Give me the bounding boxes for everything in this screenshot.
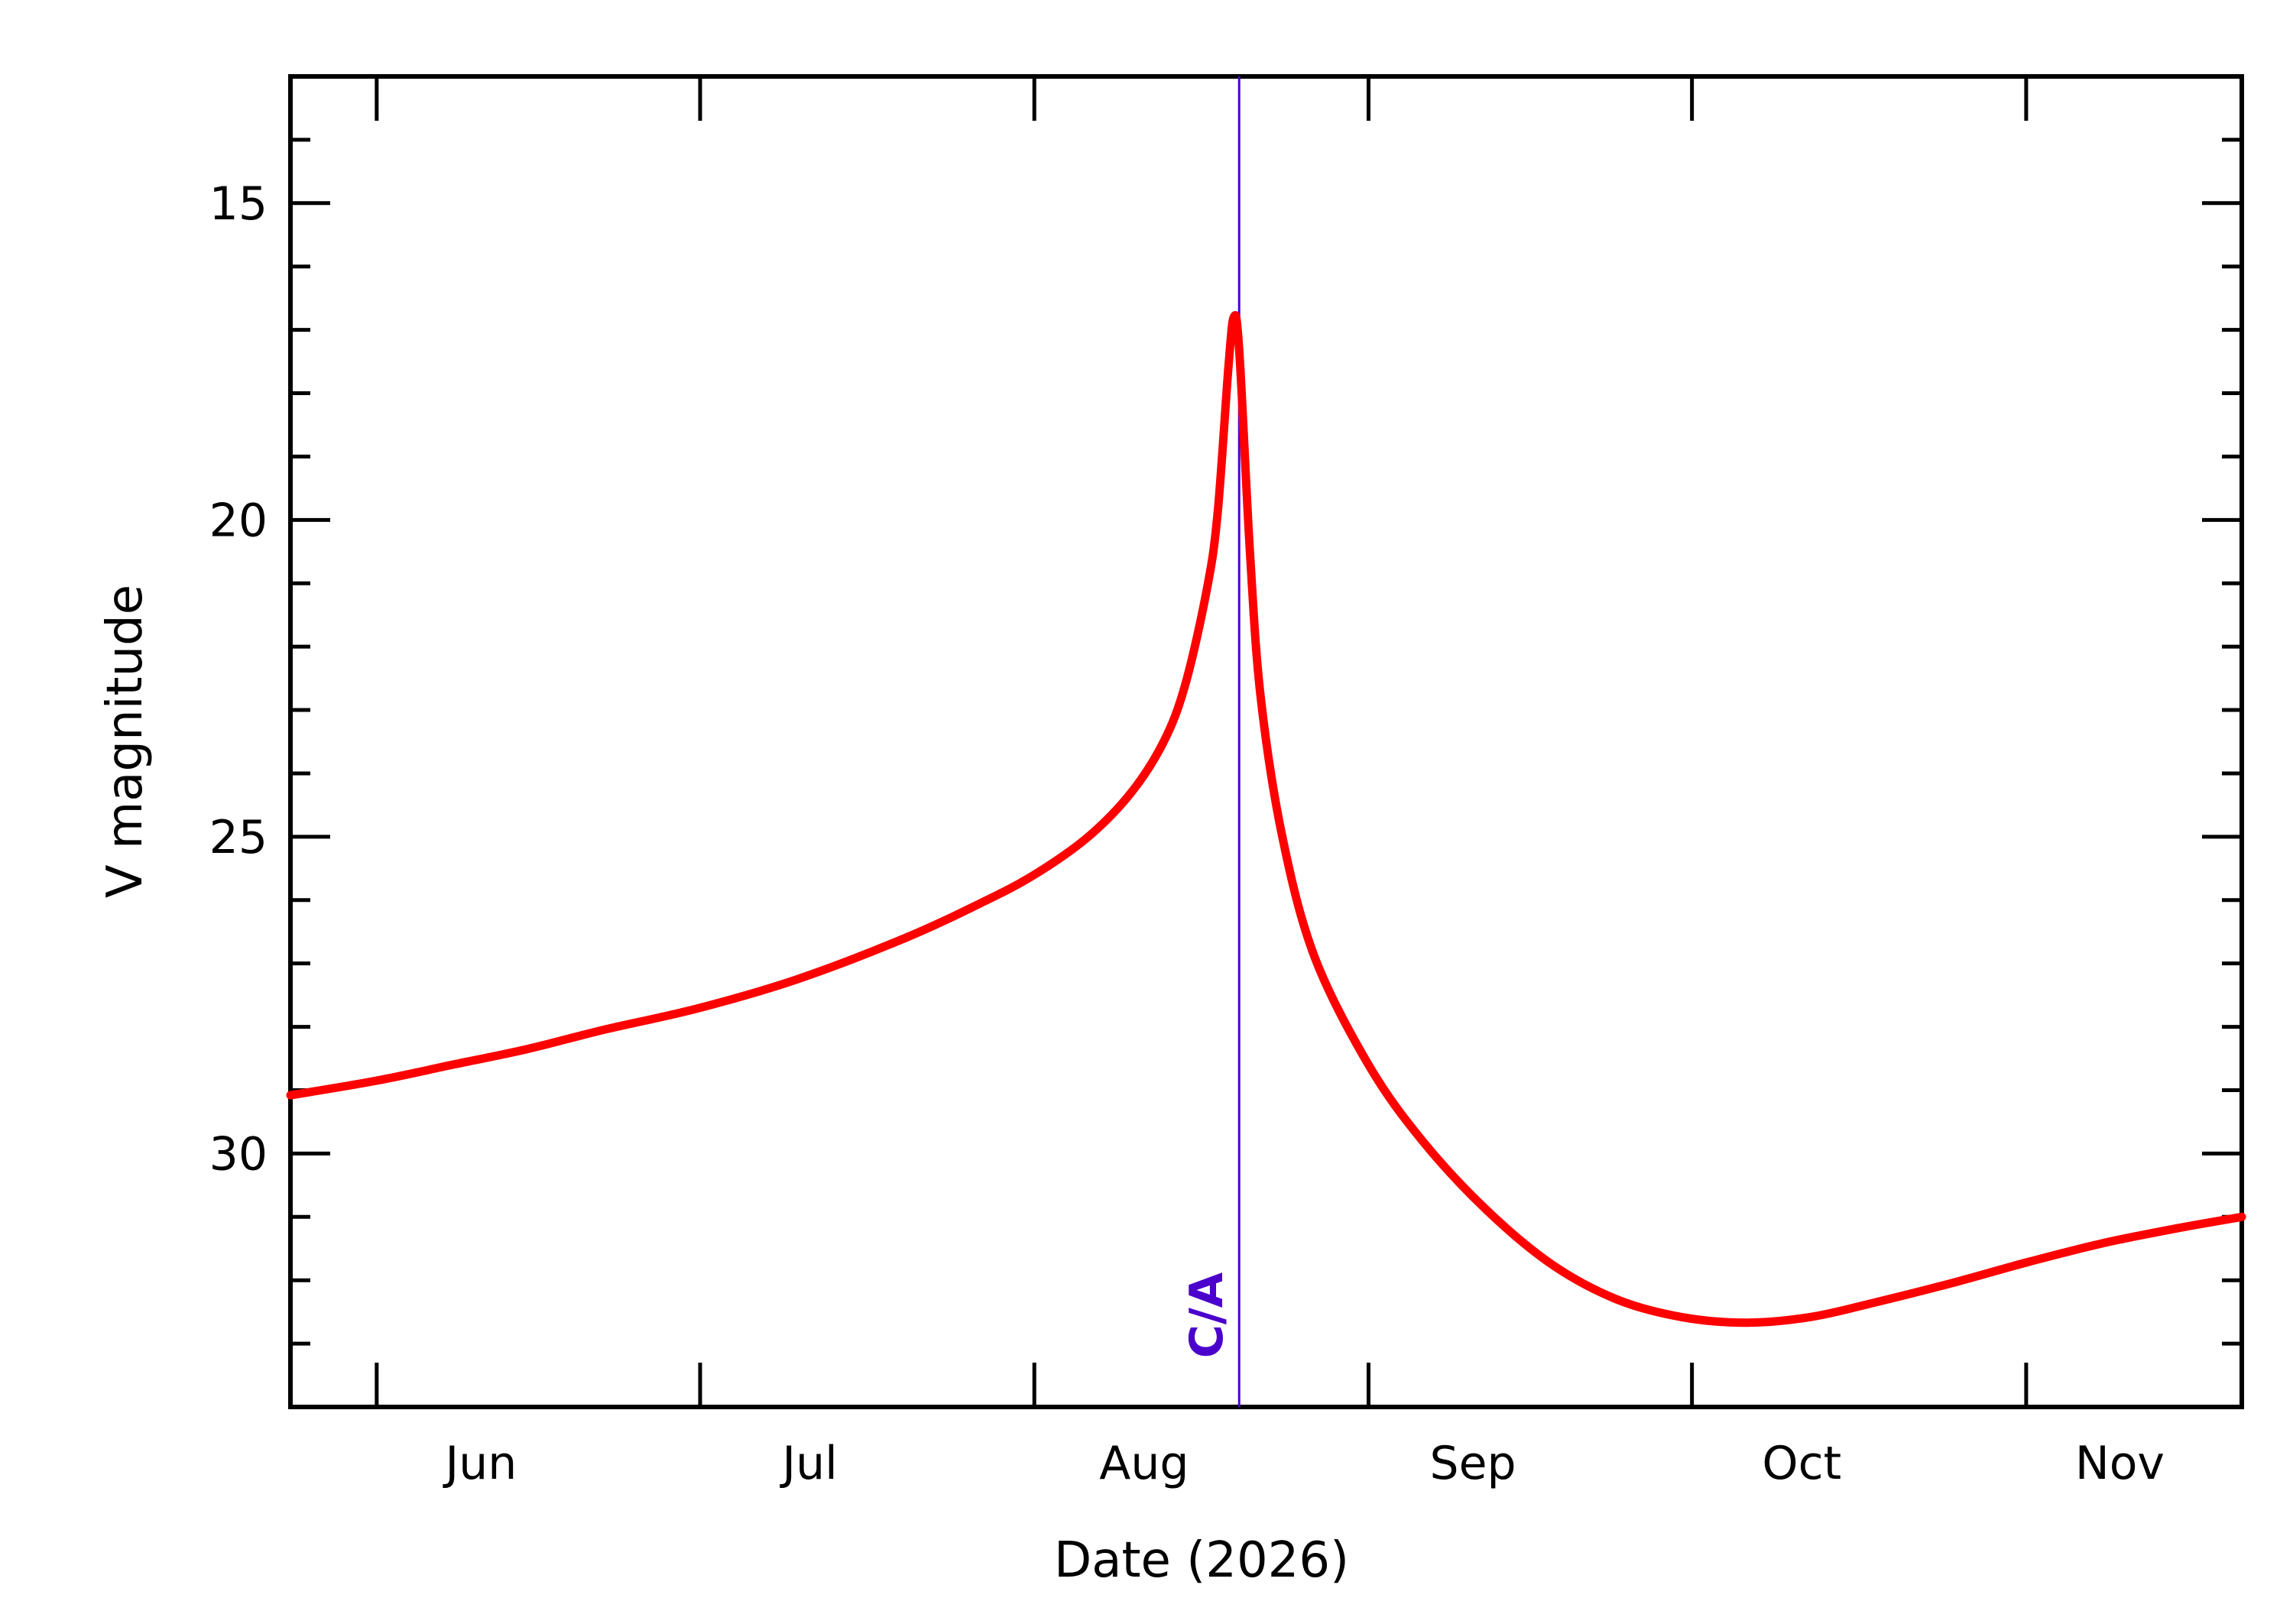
x-tick-label: Jul bbox=[779, 1437, 837, 1490]
x-tick-label: Jun bbox=[443, 1437, 517, 1490]
ca-label: C/A bbox=[1180, 1272, 1234, 1358]
y-tick-label: 20 bbox=[209, 494, 268, 547]
x-axis-ticks: Jun Jul Aug Sep Oct Nov bbox=[375, 76, 2165, 1490]
y-axis-title: V magnitude bbox=[97, 585, 154, 898]
annotations: C/A bbox=[1180, 76, 1241, 1407]
y-tick-label: 15 bbox=[209, 177, 268, 231]
y-axis-ticks: 15 20 25 30 bbox=[209, 74, 2242, 1409]
x-tick-label: Sep bbox=[1430, 1437, 1516, 1490]
x-axis-title: Date (2026) bbox=[1054, 1532, 1349, 1589]
series-line bbox=[286, 311, 2246, 1327]
y-tick-label: 30 bbox=[209, 1127, 268, 1181]
plot-frame bbox=[288, 74, 2244, 1409]
x-tick-label: Nov bbox=[2075, 1437, 2165, 1490]
x-tick-label: Oct bbox=[1762, 1437, 1841, 1490]
y-tick-label: 25 bbox=[209, 811, 268, 864]
x-tick-label: Aug bbox=[1099, 1437, 1189, 1490]
